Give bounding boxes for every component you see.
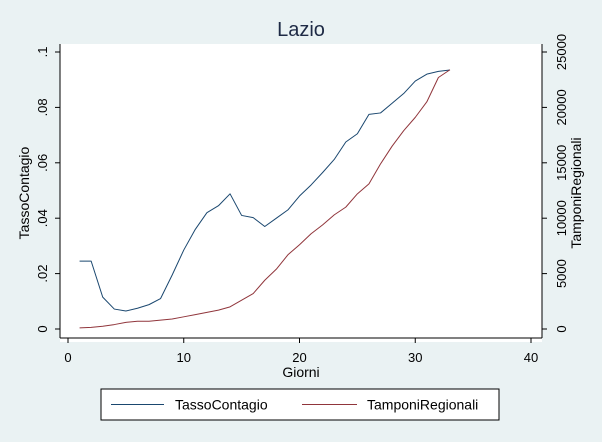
y-right-tick-label: 15000 bbox=[554, 145, 569, 181]
x-axis-label: Giorni bbox=[282, 364, 319, 380]
x-tick-label: 20 bbox=[292, 350, 306, 365]
legend-label-tasso: TassoContagio bbox=[175, 397, 268, 413]
series-line-tamponi-regionali bbox=[79, 69, 451, 329]
y-left-tick-label: 0 bbox=[35, 325, 50, 332]
chart-title: Lazio bbox=[277, 19, 325, 41]
x-tick-label: 30 bbox=[408, 350, 422, 365]
legend-label-tamponi: TamponiRegionali bbox=[367, 397, 478, 413]
y-left-tick-label: .06 bbox=[35, 154, 50, 172]
y-left-tick-label: .1 bbox=[35, 47, 50, 58]
y-left-tick-label: .04 bbox=[35, 209, 50, 227]
y-right-tick-label: 25000 bbox=[554, 34, 569, 70]
y-right-tick-label: 0 bbox=[554, 325, 569, 332]
axes: 0 10 20 30 40 0 .02 .04 .06 .08 .1 0 5000 10000 15000 2… bbox=[35, 34, 569, 365]
x-tick-label: 40 bbox=[524, 350, 538, 365]
series-line-tasso-contagio bbox=[79, 69, 451, 312]
y-right-tick-label: 10000 bbox=[554, 200, 569, 236]
x-tick-label: 0 bbox=[64, 350, 71, 365]
y-right-tick-label: 5000 bbox=[554, 259, 569, 288]
legend-box bbox=[100, 388, 500, 421]
series-layer bbox=[79, 69, 451, 329]
y-right-tick-label: 20000 bbox=[554, 89, 569, 125]
legend: TassoContagio TamponiRegionali bbox=[100, 388, 500, 421]
y-left-tick-label: .08 bbox=[35, 98, 50, 116]
y-left-tick-label: .02 bbox=[35, 265, 50, 283]
x-tick-label: 10 bbox=[177, 350, 191, 365]
y-axis-left-label: TassoContagio bbox=[16, 146, 32, 239]
y-axis-right-label: TamponiRegionali bbox=[568, 137, 584, 248]
plot-area bbox=[60, 44, 542, 342]
